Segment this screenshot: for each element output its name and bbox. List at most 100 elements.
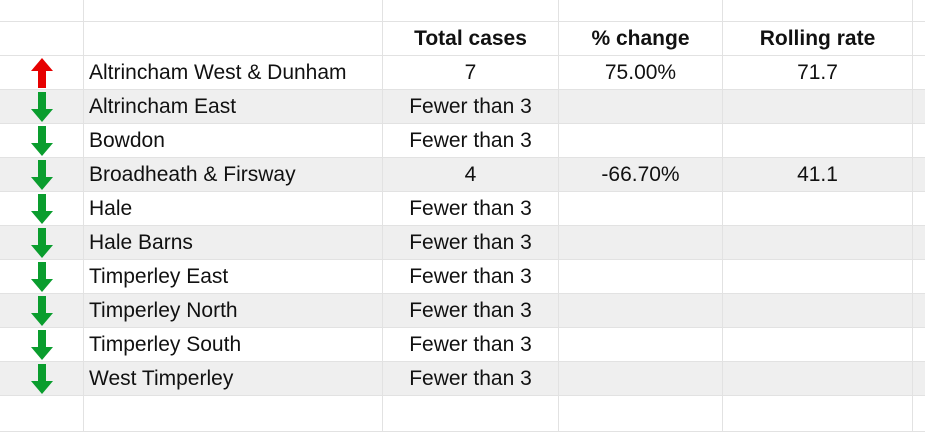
cell [913,226,925,260]
cell[interactable] [559,396,723,432]
header-rolling-rate[interactable]: Rolling rate [723,22,913,56]
rolling-rate-cell[interactable] [723,328,913,362]
cell[interactable] [0,0,84,22]
rolling-rate-cell[interactable] [723,260,913,294]
cell[interactable] [0,22,84,56]
rolling-rate-cell[interactable] [723,294,913,328]
total-cases-cell[interactable]: Fewer than 3 [383,260,559,294]
down-arrow-icon [30,261,53,292]
cell[interactable] [84,396,383,432]
pct-change-cell[interactable] [559,192,723,226]
trend-cell[interactable] [0,90,84,124]
down-arrow-icon [30,363,53,394]
table-row: West Timperley Fewer than 3 [0,362,925,396]
header-row: Total cases % change Rolling rate [0,22,925,56]
cell [913,124,925,158]
cell[interactable] [383,396,559,432]
down-arrow-icon [30,125,53,156]
header-pct-change[interactable]: % change [559,22,723,56]
pct-change-cell[interactable] [559,294,723,328]
cell [913,22,925,56]
table-row: Altrincham East Fewer than 3 [0,90,925,124]
table-row: Hale Fewer than 3 [0,192,925,226]
rolling-rate-cell[interactable] [723,362,913,396]
pct-change-cell[interactable] [559,226,723,260]
down-arrow-icon [30,159,53,190]
cell [913,0,925,22]
total-cases-cell[interactable]: Fewer than 3 [383,362,559,396]
cell[interactable] [559,0,723,22]
table-row: Broadheath & Firsway 4 -66.70% 41.1 [0,158,925,192]
trend-cell[interactable] [0,124,84,158]
total-cases-cell[interactable]: Fewer than 3 [383,192,559,226]
pct-change-cell[interactable] [559,362,723,396]
trend-cell[interactable] [0,158,84,192]
pct-change-cell[interactable]: -66.70% [559,158,723,192]
total-cases-cell[interactable]: Fewer than 3 [383,294,559,328]
empty-bottom-row [0,396,925,432]
ward-name[interactable]: Timperley North [84,294,383,328]
ward-name[interactable]: Altrincham East [84,90,383,124]
ward-name[interactable]: Hale Barns [84,226,383,260]
total-cases-cell[interactable]: Fewer than 3 [383,124,559,158]
table-row: Timperley East Fewer than 3 [0,260,925,294]
cell [913,396,925,432]
cell[interactable] [723,396,913,432]
trend-cell[interactable] [0,362,84,396]
rolling-rate-cell[interactable] [723,90,913,124]
cell[interactable] [0,396,84,432]
trend-cell[interactable] [0,192,84,226]
trend-cell[interactable] [0,260,84,294]
cell [913,328,925,362]
trend-cell[interactable] [0,226,84,260]
ward-name[interactable]: Hale [84,192,383,226]
pct-change-cell[interactable] [559,90,723,124]
cell[interactable] [84,22,383,56]
cell [913,192,925,226]
rolling-rate-cell[interactable]: 41.1 [723,158,913,192]
down-arrow-icon [30,295,53,326]
total-cases-cell[interactable]: 4 [383,158,559,192]
header-total-cases[interactable]: Total cases [383,22,559,56]
total-cases-cell[interactable]: Fewer than 3 [383,90,559,124]
total-cases-cell[interactable]: Fewer than 3 [383,226,559,260]
table-row: Bowdon Fewer than 3 [0,124,925,158]
cell[interactable] [723,0,913,22]
rolling-rate-cell[interactable] [723,226,913,260]
down-arrow-icon [30,91,53,122]
cell [913,294,925,328]
cell[interactable] [84,0,383,22]
cell [913,362,925,396]
cell [913,260,925,294]
cell [913,56,925,90]
total-cases-cell[interactable]: Fewer than 3 [383,328,559,362]
pct-change-cell[interactable] [559,124,723,158]
ward-name[interactable]: Timperley East [84,260,383,294]
cell[interactable] [383,0,559,22]
down-arrow-icon [30,227,53,258]
trend-cell[interactable] [0,328,84,362]
up-arrow-icon [30,57,53,88]
rolling-rate-cell[interactable] [723,192,913,226]
trend-cell[interactable] [0,294,84,328]
trend-cell[interactable] [0,56,84,90]
empty-top-row [0,0,925,22]
total-cases-cell[interactable]: 7 [383,56,559,90]
cell [913,158,925,192]
pct-change-cell[interactable] [559,328,723,362]
pct-change-cell[interactable]: 75.00% [559,56,723,90]
table-row: Hale Barns Fewer than 3 [0,226,925,260]
down-arrow-icon [30,329,53,360]
ward-name[interactable]: West Timperley [84,362,383,396]
ward-name[interactable]: Bowdon [84,124,383,158]
ward-name[interactable]: Timperley South [84,328,383,362]
rolling-rate-cell[interactable]: 71.7 [723,56,913,90]
ward-name[interactable]: Broadheath & Firsway [84,158,383,192]
rolling-rate-cell[interactable] [723,124,913,158]
ward-name[interactable]: Altrincham West & Dunham [84,56,383,90]
pct-change-cell[interactable] [559,260,723,294]
down-arrow-icon [30,193,53,224]
table-row: Timperley South Fewer than 3 [0,328,925,362]
table-row: Altrincham West & Dunham 7 75.00% 71.7 [0,56,925,90]
